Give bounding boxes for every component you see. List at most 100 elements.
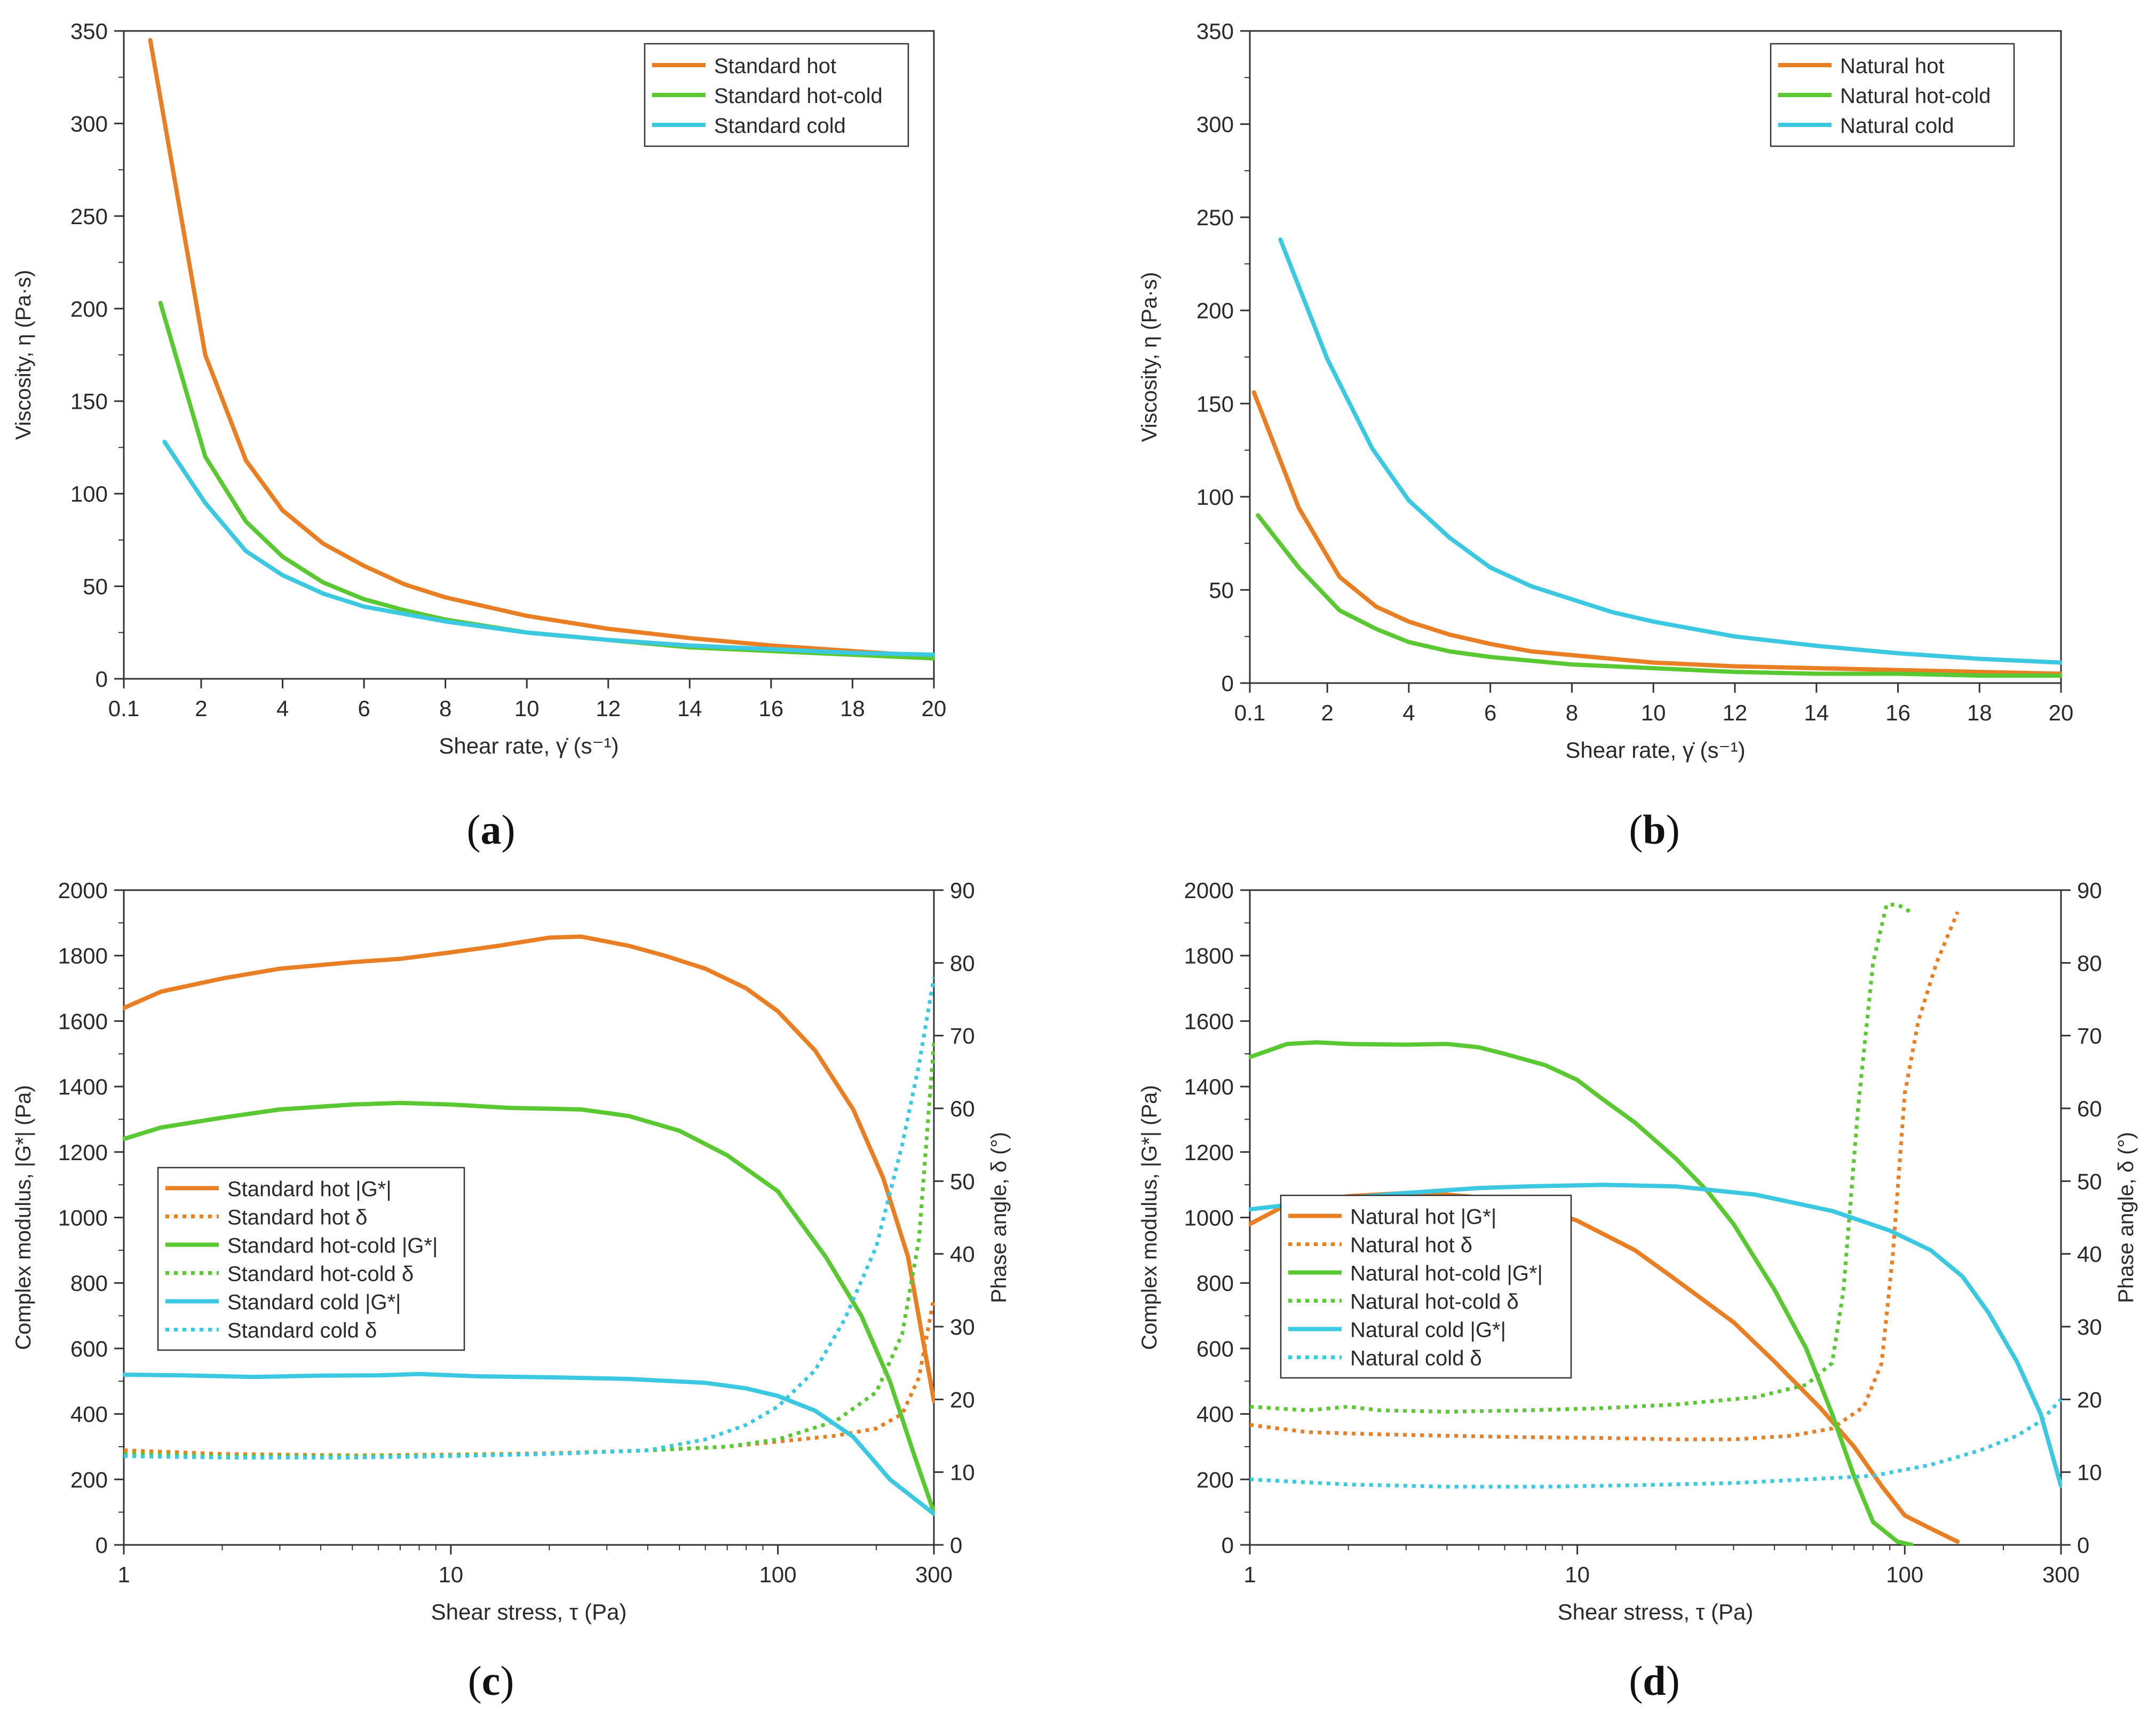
y-tick-label: 300: [70, 111, 108, 136]
panel-label-d: (d): [1629, 1658, 1680, 1704]
y-tick-label: 250: [1196, 205, 1234, 230]
y-tick-label: 1800: [58, 943, 108, 969]
y2-tick-label: 50: [2077, 1169, 2102, 1194]
y-tick-label: 300: [1196, 112, 1234, 137]
x-tick-label: 10: [514, 696, 540, 721]
x-tick-label: 14: [1804, 700, 1829, 725]
y-tick-label: 2000: [1184, 878, 1234, 903]
series-group: [148, 38, 935, 661]
y-tick-label: 1200: [58, 1140, 108, 1165]
x-tick-label: 0.1: [108, 696, 139, 721]
y-tick-label: 100: [70, 481, 108, 506]
x-tick-label: 0.1: [1234, 700, 1265, 725]
x-tick-label: 10: [438, 1562, 463, 1587]
y2-tick-label: 40: [2077, 1242, 2102, 1267]
x-tick-label: 2: [1321, 700, 1333, 725]
y2-tick-label: 10: [2077, 1460, 2102, 1485]
legend-label: Natural hot-cold δ: [1350, 1290, 1519, 1314]
panel-label-c: (c): [467, 1658, 514, 1704]
legend-label: Natural cold |G*|: [1350, 1319, 1506, 1342]
y2-tick-label: 50: [950, 1169, 975, 1194]
series-group: [1251, 237, 2062, 678]
y-tick-label: 0: [96, 667, 108, 692]
y2-tick-label: 90: [950, 878, 975, 903]
series-line-3: [1249, 1040, 1914, 1546]
x-axis-label: Shear stress, τ (Pa): [431, 1599, 627, 1624]
y2-tick-label: 80: [950, 950, 975, 976]
legend-label: Standard hot δ: [227, 1206, 367, 1230]
legend-label: Standard hot-cold: [714, 84, 883, 108]
x-tick-label: 6: [358, 696, 370, 721]
x-tick-label: 16: [1885, 700, 1911, 725]
x-tick-label: 10: [1565, 1562, 1590, 1587]
series-line-4: [123, 1043, 935, 1458]
series-line-3: [123, 1100, 935, 1514]
y-tick-label: 600: [1196, 1336, 1234, 1361]
x-tick-label: 8: [1566, 700, 1578, 725]
y-tick-label: 2000: [58, 878, 108, 903]
chart-b: 0.1 2 4 6 8 10 12 14 16 18 20050100150200250300350…: [1138, 19, 2073, 763]
x-tick-label: 14: [677, 696, 702, 721]
y-tick-label: 0: [1222, 1533, 1234, 1558]
y2-tick-label: 80: [2077, 950, 2102, 976]
x-tick-label: 100: [759, 1562, 797, 1587]
legend-box: [157, 1167, 465, 1351]
y-axis-label: Viscosity, η (Pa·s): [12, 270, 35, 440]
x-tick-label: 18: [1967, 700, 1992, 725]
y-tick-label: 800: [1196, 1271, 1234, 1296]
y-tick-label: 800: [70, 1271, 108, 1296]
chart-d: 1 10 100 3000200400600800100012001400160018…: [1138, 878, 2138, 1624]
series-line-3: [1278, 237, 2062, 665]
series-line-5: [1249, 1183, 2062, 1488]
x-axis-label: Shear rate, γ̇ (s⁻¹): [439, 733, 619, 758]
legend-label: Standard hot |G*|: [227, 1178, 392, 1201]
y-tick-label: 50: [1209, 577, 1234, 602]
series-line-6: [1249, 1398, 2062, 1489]
y2-axis-label: Phase angle, δ (°): [987, 1132, 1011, 1303]
y-tick-label: 100: [1196, 485, 1234, 510]
series-line-4: [1249, 902, 1912, 1414]
x-tick-label: 1: [117, 1562, 130, 1587]
y-tick-label: 1400: [1184, 1074, 1234, 1099]
legend-box: [1280, 1194, 1572, 1379]
y-tick-label: 1000: [58, 1206, 108, 1231]
x-tick-label: 1: [1243, 1562, 1256, 1587]
legend: Natural hot |G*| Natural hot δ Natural hot…: [1280, 1194, 1572, 1379]
legend-label: Natural hot-cold |G*|: [1350, 1262, 1543, 1286]
y2-tick-label: 60: [2077, 1096, 2102, 1121]
y-tick-label: 150: [70, 389, 108, 414]
y2-tick-label: 70: [2077, 1024, 2102, 1049]
y-tick-label: 1800: [1184, 943, 1234, 969]
legend-label: Standard cold |G*|: [227, 1291, 401, 1314]
y2-tick-label: 0: [2077, 1533, 2089, 1558]
y2-tick-label: 0: [950, 1533, 962, 1558]
y2-tick-label: 60: [950, 1096, 975, 1121]
y-tick-label: 350: [70, 19, 108, 44]
y-tick-label: 1600: [1184, 1009, 1234, 1034]
y2-tick-label: 30: [950, 1314, 975, 1339]
x-tick-label: 4: [1402, 700, 1415, 725]
legend-label: Natural hot |G*|: [1350, 1206, 1496, 1229]
legend-label: Standard cold: [714, 114, 846, 138]
y2-tick-label: 70: [950, 1024, 975, 1049]
y-tick-label: 1200: [1184, 1140, 1234, 1165]
legend: Standard hot Standard hot-cold Standard co…: [644, 43, 909, 147]
legend-label: Standard hot: [714, 54, 836, 78]
y-tick-label: 1000: [1184, 1206, 1234, 1231]
y-tick-label: 250: [70, 204, 108, 229]
x-tick-label: 2: [195, 696, 207, 721]
y-tick-label: 1600: [58, 1009, 108, 1034]
legend-label: Standard cold δ: [227, 1319, 377, 1343]
x-tick-label: 12: [1723, 700, 1748, 725]
y2-tick-label: 20: [2077, 1387, 2102, 1412]
y-tick-label: 0: [96, 1533, 108, 1558]
y2-tick-label: 90: [2077, 878, 2102, 903]
y2-tick-label: 40: [950, 1242, 975, 1267]
y-tick-label: 0: [1222, 671, 1234, 696]
x-tick-label: 100: [1886, 1562, 1923, 1587]
x-axis-label: Shear rate, γ̇ (s⁻¹): [1565, 737, 1745, 763]
series-line-1: [148, 38, 935, 659]
x-tick-label: 10: [1641, 700, 1666, 725]
x-tick-label: 18: [840, 696, 865, 721]
y-axis-label: Complex modulus, |G*| (Pa): [1138, 1085, 1161, 1350]
